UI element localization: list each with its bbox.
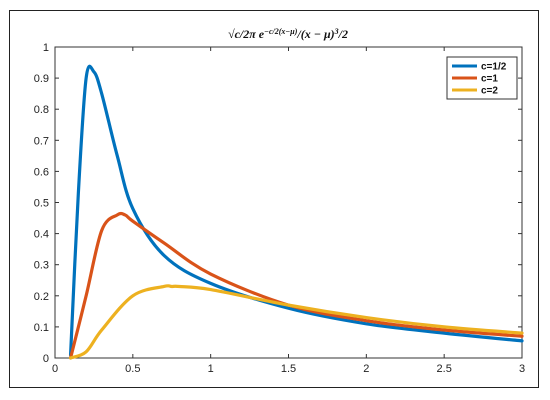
y-tick-label: 0.9 [34,73,49,85]
y-tick-label: 0.6 [34,166,49,178]
series-line-0 [68,64,524,357]
series-layer [68,64,524,360]
y-tick-label: 0.3 [34,260,49,272]
x-tick-label: 0.5 [125,363,140,375]
y-tick-label: 0.2 [34,291,49,303]
x-tick-label: 1.5 [281,363,296,375]
title-power-rest: /2 [338,27,348,41]
x-tick-label: 2.5 [437,363,452,375]
axes: 0 0.5 1 1.5 2 2.5 3 0 0.1 0.2 0.3 0.4 0.5 0.6 0.7 0.8 0.… [34,42,525,375]
legend: c=1/2c=1c=2 [446,56,518,100]
x-tick-label: 2 [363,363,369,375]
y-tick-label: 0.1 [34,322,49,334]
x-tick-label: 1 [208,363,214,375]
y-tick-label: 0.8 [34,104,49,116]
x-tick-label: 0 [52,363,58,375]
x-tick-label: 3 [519,363,525,375]
series-line-2 [68,284,524,360]
legend-label-2: c=2 [481,86,498,97]
y-tick-label: 0.4 [34,229,49,241]
y-tick-label: 0.7 [34,135,49,147]
legend-label-0: c=1/2 [481,62,507,73]
legend-label-1: c=1 [481,74,498,85]
y-tick-label: 0 [43,353,49,365]
y-tick-label: 0.5 [34,198,49,210]
title-exponent: −c/2(x−μ) [264,27,298,36]
series-line-1 [68,211,524,360]
y-tick-label: 1 [43,42,49,54]
title-power: 3 [334,27,339,36]
title-denominator: /(x − μ) [296,27,334,41]
chart-title: √c/2π e−c/2(x−μ)/(x − μ)3/2 [228,27,348,42]
